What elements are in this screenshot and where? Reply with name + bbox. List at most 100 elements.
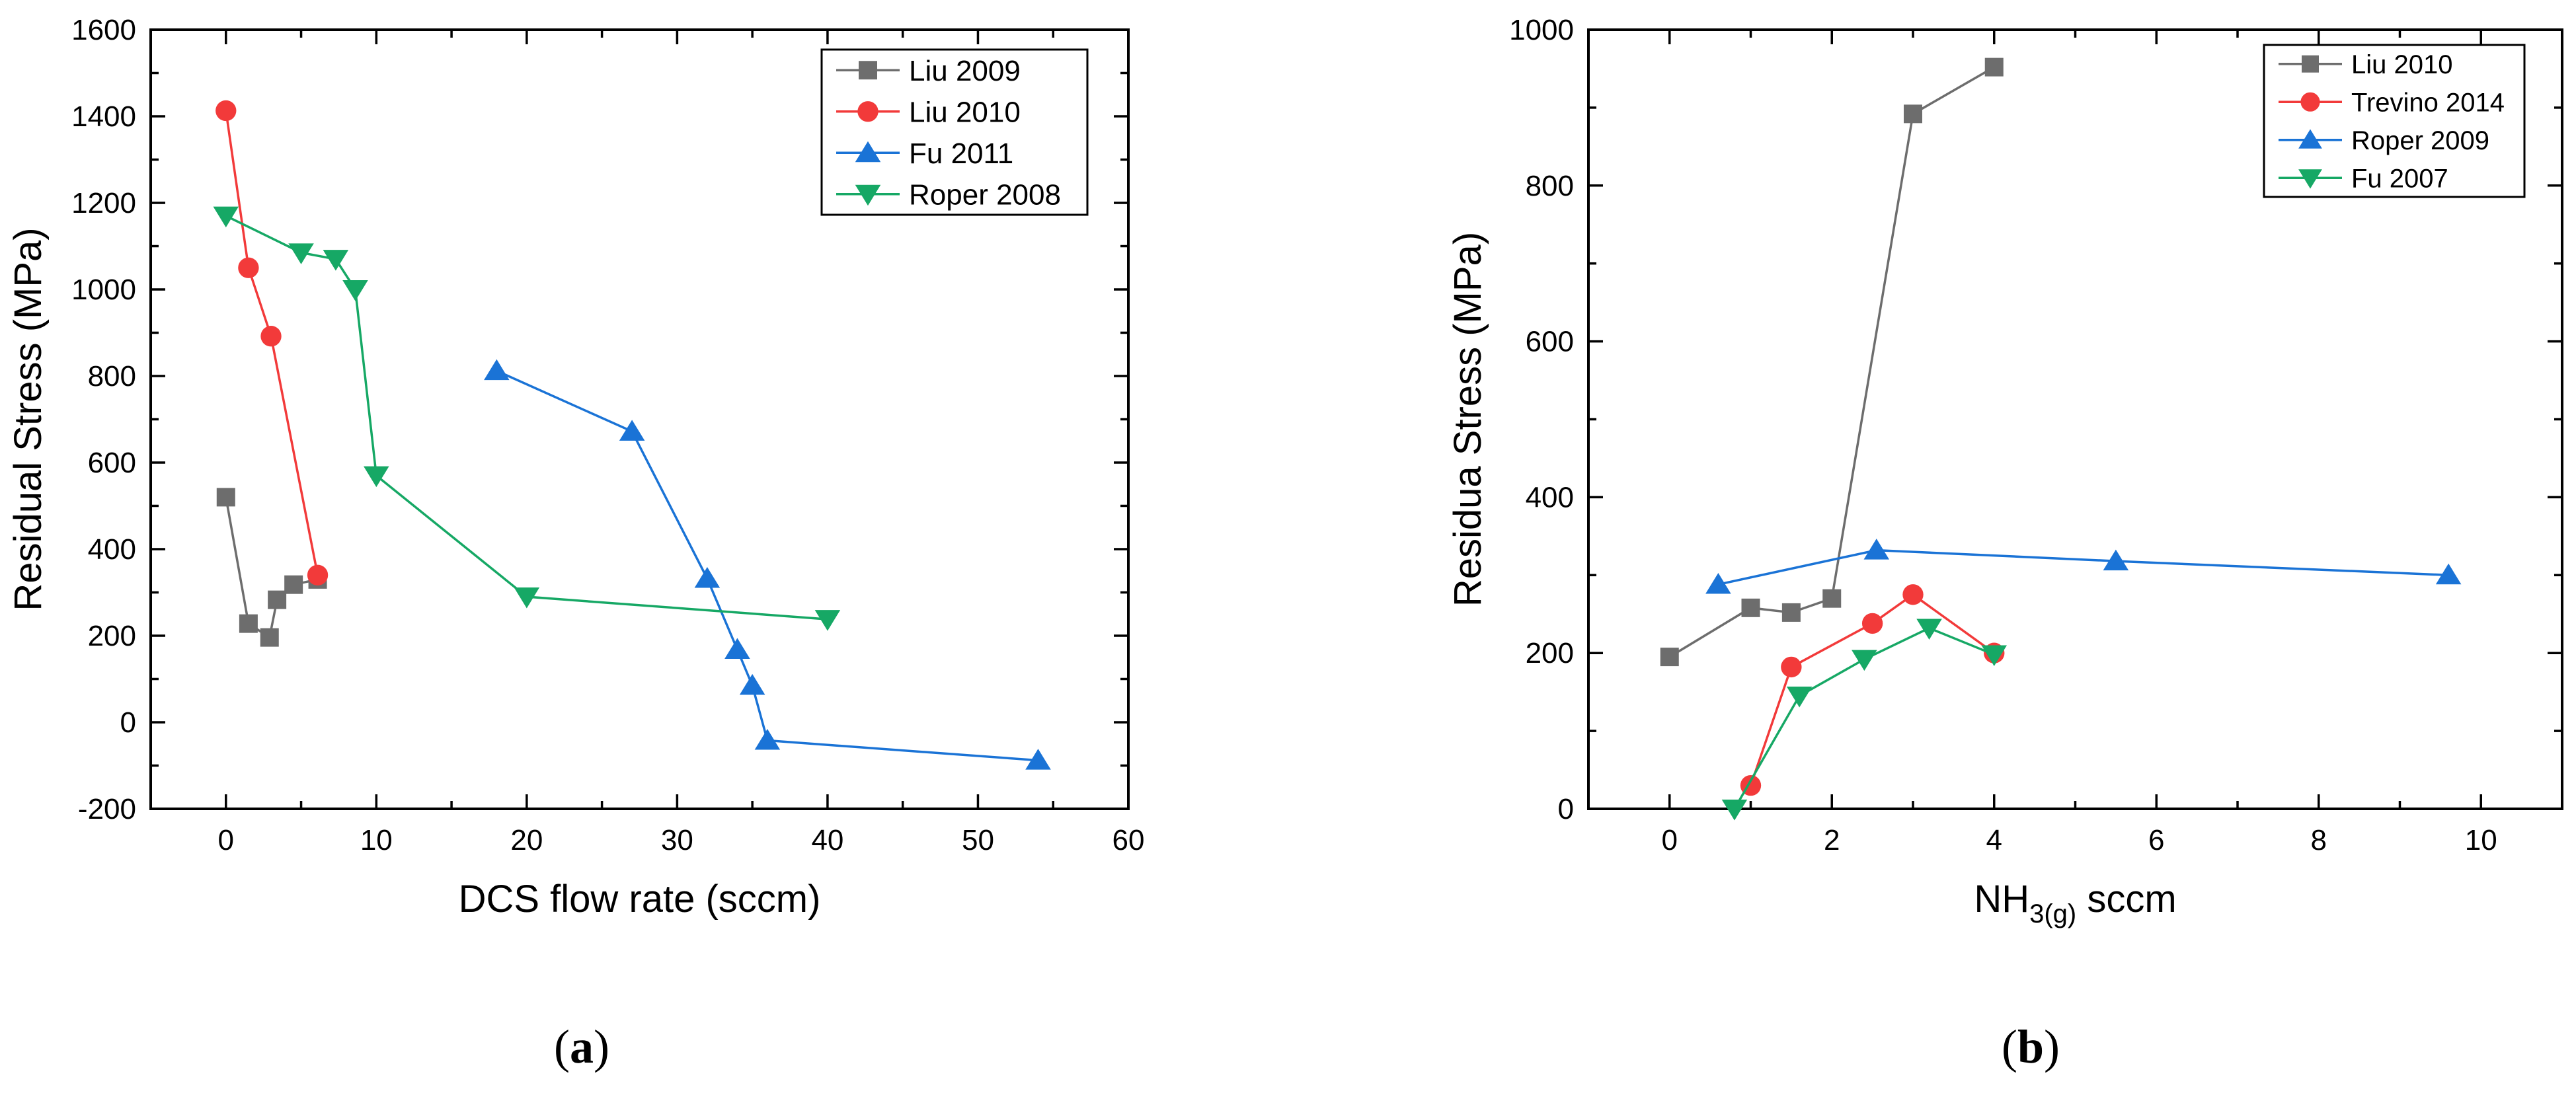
data-point-b-2 bbox=[1705, 572, 1731, 594]
data-point-a-3 bbox=[342, 280, 368, 301]
data-point-a-1 bbox=[260, 326, 282, 347]
y-tick-label-a: 1000 bbox=[71, 274, 136, 306]
data-point-a-0 bbox=[239, 614, 258, 633]
data-point-a-3 bbox=[814, 610, 841, 631]
y-tick-label-b: 200 bbox=[1526, 637, 1574, 669]
x-tick-label-a: 10 bbox=[360, 824, 393, 856]
data-point-a-2 bbox=[484, 359, 510, 381]
data-point-a-0 bbox=[268, 590, 287, 609]
legend-b: Liu 2010 Trevino 2014 Roper 2009 Fu 2007 bbox=[2263, 44, 2526, 198]
series-b-1 bbox=[1740, 584, 2005, 796]
data-point-a-2 bbox=[739, 673, 765, 695]
panel-label-b: (b) bbox=[2002, 1020, 2060, 1073]
series-line-a-3 bbox=[225, 215, 828, 621]
data-point-a-2 bbox=[694, 567, 721, 588]
x-tick-label-a: 20 bbox=[510, 824, 543, 856]
x-tick-label-b: 2 bbox=[1824, 824, 1840, 856]
y-tick-label-b: 1000 bbox=[1509, 14, 1574, 46]
data-point-a-3 bbox=[213, 206, 239, 228]
data-point-b-1 bbox=[1861, 613, 1883, 634]
data-point-a-1 bbox=[215, 100, 237, 122]
y-tick-label-a: 1600 bbox=[71, 14, 136, 46]
data-point-a-1 bbox=[307, 564, 329, 585]
series-line-b-0 bbox=[1668, 66, 1995, 658]
chart-b: 0 2 4 6 8 10 0 200 400 600 800 1000 Residua Stress (… bbox=[1446, 14, 2563, 928]
x-axis-title-b: NH3(g) sccm bbox=[1974, 878, 2176, 928]
x-axis-title-sub-b: 3(g) bbox=[2029, 899, 2076, 928]
y-tick-label-b: 0 bbox=[1558, 793, 1574, 825]
x-tick-label-b: 4 bbox=[1986, 824, 2002, 856]
data-point-b-1 bbox=[1781, 656, 1802, 678]
data-point-a-3 bbox=[288, 243, 314, 264]
legend-label-b-1: Trevino 2014 bbox=[2351, 89, 2505, 118]
legend-marker-a-0 bbox=[859, 61, 877, 80]
series-line-a-1 bbox=[225, 110, 319, 576]
legend-label-a-1: Liu 2010 bbox=[909, 96, 1021, 129]
data-point-a-2 bbox=[1025, 749, 1051, 770]
series-a-3 bbox=[213, 206, 841, 631]
series-b-2 bbox=[1705, 539, 2462, 594]
data-point-a-0 bbox=[216, 488, 235, 507]
data-point-a-3 bbox=[364, 466, 389, 488]
legend-marker-b-1 bbox=[2300, 92, 2320, 112]
y-axis-title-b: Residua Stress (MPa) bbox=[1446, 232, 1489, 607]
x-tick-label-a: 0 bbox=[218, 824, 234, 856]
chart-a: 0 10 20 30 40 50 60 -200 0 200 400 600 800 1000 1200 14… bbox=[7, 14, 1144, 921]
data-point-b-0 bbox=[1781, 603, 1801, 622]
data-point-a-3 bbox=[514, 587, 540, 609]
data-point-a-1 bbox=[238, 257, 259, 278]
y-tick-label-a: 800 bbox=[88, 360, 136, 393]
data-point-b-0 bbox=[1904, 104, 1922, 124]
data-point-a-3 bbox=[323, 250, 349, 271]
y-tick-label-a: 1400 bbox=[71, 100, 136, 133]
data-point-a-0 bbox=[284, 575, 303, 594]
y-tick-label-b: 600 bbox=[1526, 326, 1574, 358]
x-axis-title-rest-b: sccm bbox=[2076, 878, 2176, 921]
legend-label-a-0: Liu 2009 bbox=[909, 55, 1021, 87]
x-tick-label-b: 8 bbox=[2311, 824, 2327, 856]
legend-marker-b-3 bbox=[2298, 169, 2322, 189]
x-tick-label-a: 60 bbox=[1112, 824, 1145, 856]
y-tick-label-a: 0 bbox=[120, 706, 136, 739]
y-axis-title-a: Residual Stress (MPa) bbox=[7, 227, 50, 611]
x-axis-title-main-b: NH bbox=[1974, 878, 2029, 921]
x-tick-label-b: 6 bbox=[2148, 824, 2164, 856]
data-point-b-0 bbox=[1822, 589, 1842, 608]
data-point-a-0 bbox=[260, 628, 279, 647]
x-axis-title-a: DCS flow rate (sccm) bbox=[459, 878, 821, 921]
legend-marker-b-0 bbox=[2302, 55, 2319, 73]
y-tick-label-a: -200 bbox=[78, 793, 136, 825]
data-point-a-2 bbox=[754, 729, 781, 750]
y-tick-label-a: 200 bbox=[88, 620, 136, 652]
y-tick-label-a: 1200 bbox=[71, 187, 136, 219]
x-tick-label-a: 50 bbox=[962, 824, 994, 856]
series-b-0 bbox=[1660, 57, 2004, 667]
y-tick-label-a: 400 bbox=[88, 533, 136, 566]
data-point-a-2 bbox=[724, 638, 750, 659]
legend-label-a-3: Roper 2008 bbox=[909, 179, 1061, 211]
data-point-b-2 bbox=[2103, 549, 2129, 571]
series-b-3 bbox=[1721, 619, 2007, 821]
data-point-b-2 bbox=[1863, 539, 1890, 560]
series-a-0 bbox=[216, 488, 327, 647]
data-point-b-0 bbox=[1984, 57, 2004, 77]
x-tick-label-b: 0 bbox=[1662, 824, 1678, 856]
data-point-b-0 bbox=[1741, 598, 1760, 617]
data-point-b-3 bbox=[1916, 619, 1942, 640]
data-point-b-3 bbox=[1852, 650, 1877, 671]
legend-label-b-3: Fu 2007 bbox=[2351, 165, 2448, 194]
data-point-b-1 bbox=[1902, 584, 1924, 605]
legend-label-b-0: Liu 2010 bbox=[2351, 50, 2452, 79]
panel-label-a: (a) bbox=[554, 1020, 609, 1073]
data-point-a-2 bbox=[619, 420, 645, 441]
data-point-b-2 bbox=[2435, 563, 2462, 585]
legend-label-b-2: Roper 2009 bbox=[2351, 126, 2489, 155]
x-tick-label-a: 30 bbox=[661, 824, 693, 856]
x-tick-label-b: 10 bbox=[2465, 824, 2497, 856]
legend-marker-a-1 bbox=[857, 101, 878, 122]
data-point-b-0 bbox=[1660, 648, 1679, 667]
legend-a: Liu 2009 Liu 2010 Fu 2011 Roper 2008 bbox=[820, 48, 1089, 216]
data-point-b-3 bbox=[1981, 645, 2007, 667]
series-line-b-2 bbox=[1718, 548, 2449, 586]
